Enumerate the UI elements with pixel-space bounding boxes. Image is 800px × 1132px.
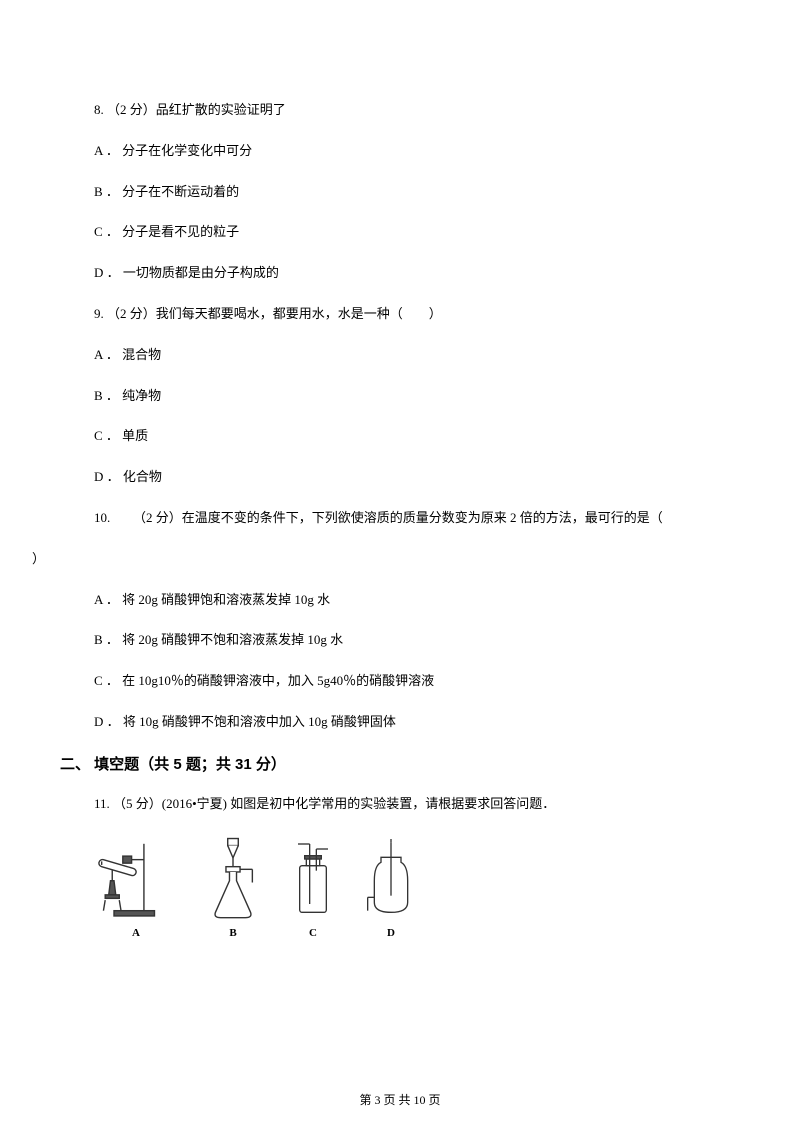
q9-option-b: B ． 纯净物 (60, 386, 740, 407)
apparatus-d-icon (366, 835, 416, 923)
q10-option-d: D ． 将 10g 硝酸钾不饱和溶液中加入 10g 硝酸钾固体 (60, 712, 740, 733)
q8-option-c: C ． 分子是看不见的粒子 (60, 222, 740, 243)
q9-option-c: C ． 单质 (60, 426, 740, 447)
q11-stem: 11. （5 分）(2016•宁夏) 如图是初中化学常用的实验装置，请根据要求回… (60, 794, 740, 815)
q10-option-a: A ． 将 20g 硝酸钾饱和溶液蒸发掉 10g 水 (60, 590, 740, 611)
apparatus-a-label: A (132, 927, 140, 939)
apparatus-b-label: B (229, 927, 236, 939)
q10-stem-cont: ） (32, 549, 740, 570)
apparatus-c-icon (288, 835, 338, 923)
question-9: 9. （2 分）我们每天都要喝水，都要用水，水是一种（ ） A ． 混合物 B … (60, 304, 740, 488)
q8-option-d: D ． 一切物质都是由分子构成的 (60, 263, 740, 284)
apparatus-a: A (94, 835, 178, 939)
q9-option-d: D ． 化合物 (60, 467, 740, 488)
question-8: 8. （2 分）品红扩散的实验证明了 A ． 分子在化学变化中可分 B ． 分子… (60, 100, 740, 284)
apparatus-d-label: D (387, 927, 395, 939)
q10-stem: 10. （2 分）在温度不变的条件下，下列欲使溶质的质量分数变为原来 2 倍的方… (60, 508, 740, 529)
question-11: 11. （5 分）(2016•宁夏) 如图是初中化学常用的实验装置，请根据要求回… (60, 794, 740, 939)
section-2-heading: 二、 填空题（共 5 题；共 31 分） (60, 753, 740, 774)
question-10: 10. （2 分）在温度不变的条件下，下列欲使溶质的质量分数变为原来 2 倍的方… (60, 508, 740, 733)
apparatus-figure: A B (94, 835, 740, 939)
apparatus-c-label: C (309, 927, 317, 939)
page-footer: 第 3 页 共 10 页 (0, 1091, 800, 1108)
q8-option-a: A ． 分子在化学变化中可分 (60, 141, 740, 162)
q9-option-a: A ． 混合物 (60, 345, 740, 366)
apparatus-b: B (206, 835, 260, 939)
apparatus-a-icon (94, 835, 178, 923)
q8-option-b: B ． 分子在不断运动着的 (60, 182, 740, 203)
apparatus-c: C (288, 835, 338, 939)
q10-option-b: B ． 将 20g 硝酸钾不饱和溶液蒸发掉 10g 水 (60, 630, 740, 651)
q8-stem: 8. （2 分）品红扩散的实验证明了 (60, 100, 740, 121)
q10-option-c: C ． 在 10g10％的硝酸钾溶液中，加入 5g40％的硝酸钾溶液 (60, 671, 740, 692)
apparatus-d: D (366, 835, 416, 939)
q9-stem: 9. （2 分）我们每天都要喝水，都要用水，水是一种（ ） (60, 304, 740, 325)
apparatus-b-icon (206, 835, 260, 923)
